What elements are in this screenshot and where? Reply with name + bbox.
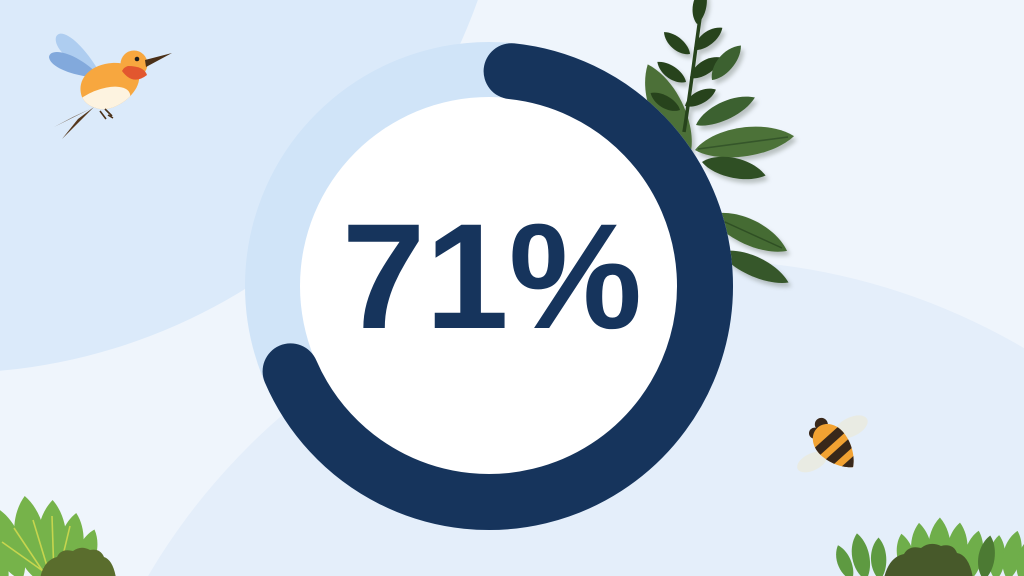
bird-beak: [145, 53, 172, 67]
bird-throat: [122, 66, 147, 80]
bird-tail: [62, 107, 94, 139]
bird-wing-back: [55, 33, 100, 73]
leaf: [702, 156, 766, 180]
bird-wing-front: [49, 51, 102, 78]
leaves-illustration: [645, 0, 795, 283]
bird-feet: [99, 108, 114, 120]
grass-blades: [836, 533, 887, 576]
bush-right-illustration: [836, 517, 1024, 576]
progress-donut: [245, 42, 733, 530]
grass-blade-dark: [978, 535, 995, 576]
bush-mound-dark: [884, 543, 973, 576]
leaf-sprig: [650, 0, 723, 111]
donut-value-label: 71%: [341, 192, 643, 360]
hummingbird-illustration: [49, 33, 172, 139]
donut-arc: [262, 43, 733, 530]
bird-eye: [134, 56, 140, 62]
donut-center: [300, 97, 678, 475]
bird-tail: [54, 109, 90, 127]
leaf: [695, 126, 795, 158]
leaf: [720, 250, 789, 283]
leaf: [710, 212, 788, 252]
bee-wing: [797, 451, 827, 473]
leaf: [711, 45, 741, 80]
leaf: [696, 96, 755, 126]
bird-belly: [80, 86, 131, 110]
bush-left-illustration: [0, 496, 116, 576]
bush-mound: [40, 547, 116, 576]
